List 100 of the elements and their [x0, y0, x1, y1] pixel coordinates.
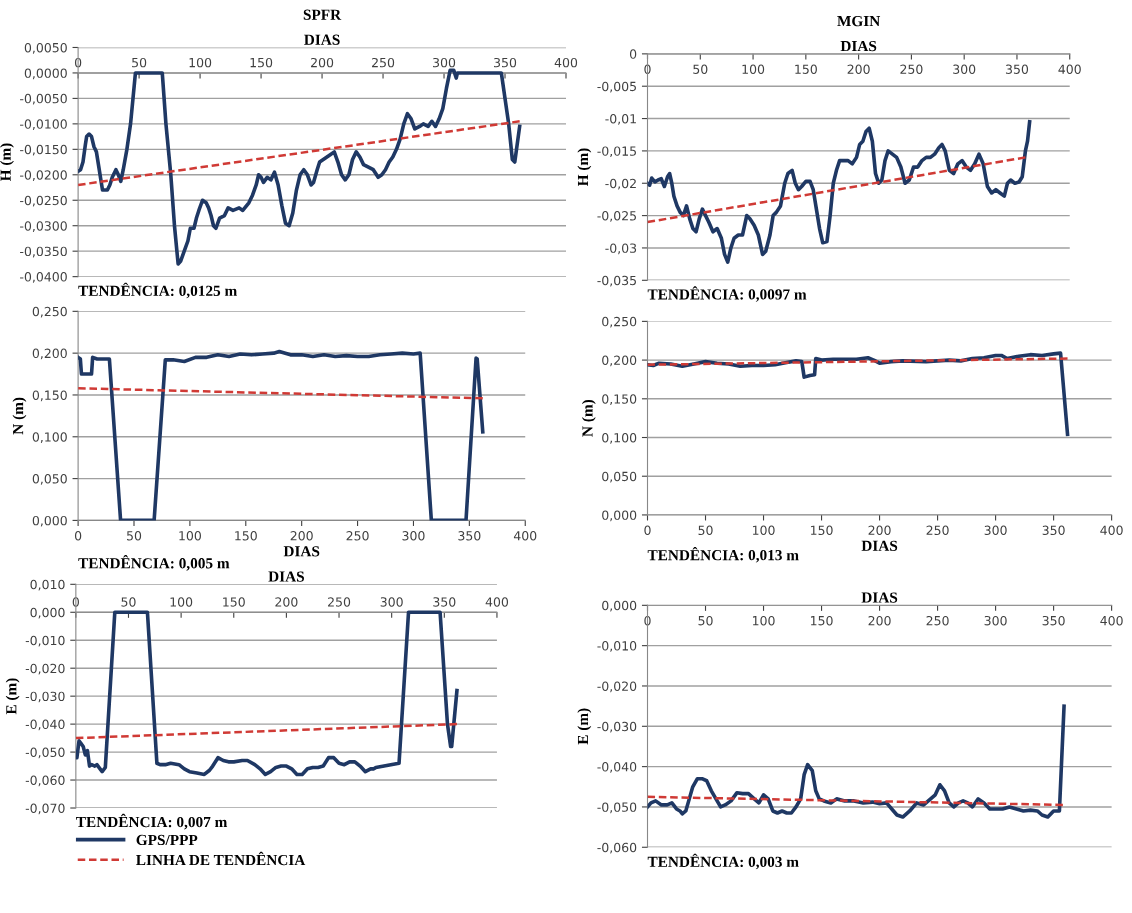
y-tick-label: 0,000	[602, 600, 637, 612]
x-tick-label: 250	[900, 64, 923, 74]
text: TENDÊNCIA: 0,0097 m	[647, 286, 807, 302]
x-tick-label: 300	[984, 525, 1007, 536]
x-tick-label: 300	[380, 597, 403, 607]
y-tick-label: -0,025	[597, 211, 636, 222]
x-tick-label: 250	[926, 615, 949, 626]
x-tick-label: 100	[752, 615, 775, 626]
legend-label: GPS/PPP	[136, 834, 198, 846]
line-series	[647, 119, 1032, 264]
x-tick-label: 300	[433, 57, 456, 68]
y-axis-title: N (m)	[581, 399, 596, 437]
y-tick-label: 0,150	[602, 394, 637, 405]
x-tick-label: 50	[127, 531, 142, 541]
x-axis-title: DIAS	[268, 571, 304, 582]
y-axis-title: N (m)	[12, 397, 27, 435]
y-tick-label: -0,050	[597, 802, 637, 814]
y-tick-label: -0,030	[25, 691, 65, 703]
y-tick-label: 0,200	[602, 355, 637, 367]
y-tick-label: -0,020	[25, 663, 65, 675]
y-tick-label: -0,050	[25, 747, 65, 759]
y-tick-label: -0,0250	[20, 195, 67, 207]
x-tick-label: 200	[290, 531, 313, 541]
text: TENDÊNCIA: 0,005 m	[78, 555, 230, 571]
y-tick-label: 0,100	[602, 432, 637, 444]
y-tick-label: 0,250	[32, 306, 67, 318]
x-tick-label: 50	[693, 64, 708, 74]
y-tick-label: -0,010	[25, 635, 65, 647]
y-tick-label: -0,005	[597, 81, 636, 93]
y-tick-label: -0,03	[605, 243, 637, 255]
x-tick-label: 50	[132, 57, 147, 68]
x-tick-label: 0	[72, 597, 79, 607]
y-tick-label: -0,020	[597, 681, 637, 693]
y-axis-title: H (m)	[577, 148, 592, 187]
x-tick-label: 300	[953, 64, 976, 74]
y-tick-label: 0,000	[30, 607, 65, 619]
text: TENDÊNCIA: 0,007 m	[76, 813, 228, 830]
y-tick-label: 0,250	[602, 316, 637, 328]
y-tick-label: -0,0400	[20, 272, 67, 283]
y-tick-label: 0,000	[32, 515, 67, 527]
x-axis-title: DIAS	[861, 540, 898, 551]
x-axis-title: DIAS	[304, 34, 340, 45]
y-tick-label: -0,0200	[20, 170, 67, 181]
x-tick-label: 0	[74, 531, 82, 541]
x-tick-label: 250	[926, 525, 949, 536]
x-tick-label: 350	[494, 57, 517, 68]
y-tick-label: -0,02	[605, 178, 636, 190]
y-axis-title: H (m)	[0, 143, 14, 182]
x-tick-label: 200	[868, 525, 891, 536]
x-tick-label: 100	[179, 531, 201, 541]
x-tick-label: 400	[485, 597, 509, 607]
y-tick-label: -0,010	[597, 641, 637, 652]
y-tick-label: -0,040	[597, 762, 637, 773]
x-tick-label: 0	[74, 57, 82, 68]
y-tick-label: -0,040	[25, 719, 65, 731]
y-tick-label: -0,0100	[20, 119, 67, 131]
x-tick-label: 250	[346, 531, 369, 541]
x-tick-label: 200	[847, 64, 870, 74]
y-tick-label: 0,010	[30, 579, 65, 591]
y-tick-label: 0,050	[32, 474, 67, 485]
x-tick-label: 150	[235, 531, 257, 541]
y-tick-label: -0,070	[25, 803, 65, 815]
x-axis-title: DIAS	[283, 546, 320, 557]
x-axis-title: DIAS	[840, 40, 877, 52]
line-series	[75, 610, 459, 777]
x-tick-label: 400	[1058, 64, 1081, 74]
y-tick-label: -0,035	[597, 275, 636, 287]
y-tick-label: -0,015	[597, 146, 636, 158]
x-tick-label: 150	[223, 597, 245, 607]
y-axis-title: E (m)	[577, 708, 592, 745]
text: TENDÊNCIA: 0,003 m	[647, 853, 799, 870]
legend-label: LINHA DE TENDÊNCIA	[136, 851, 306, 866]
y-tick-label: 0,200	[32, 348, 67, 360]
y-tick-label: 0,150	[32, 390, 67, 402]
y-tick-label: 0	[629, 49, 637, 59]
x-tick-label: 200	[311, 57, 334, 68]
x-tick-label: 150	[250, 57, 273, 68]
x-tick-label: 100	[752, 525, 775, 536]
y-tick-label: -0,0350	[20, 246, 67, 258]
x-tick-label: 50	[698, 615, 713, 626]
x-tick-label: 100	[170, 597, 193, 607]
x-tick-label: 150	[810, 525, 833, 536]
y-axis-title: E (m)	[5, 678, 20, 715]
x-axis-title: DIAS	[861, 592, 898, 603]
y-tick-label: 0,000	[602, 510, 637, 522]
line-series	[78, 68, 522, 266]
y-tick-label: -0,060	[25, 775, 65, 787]
x-tick-label: 250	[372, 57, 395, 68]
x-tick-label: 350	[433, 597, 456, 607]
x-tick-label: 150	[795, 64, 817, 74]
x-tick-label: 50	[698, 525, 713, 536]
x-tick-label: 150	[810, 615, 833, 626]
y-tick-label: -0,0150	[20, 144, 67, 156]
x-tick-label: 350	[1042, 615, 1065, 626]
chart-title: SPFR	[303, 9, 342, 20]
x-tick-label: 100	[742, 64, 765, 74]
x-tick-label: 0	[644, 525, 651, 536]
x-tick-label: 200	[868, 615, 891, 626]
x-tick-label: 50	[121, 597, 136, 607]
x-tick-label: 400	[513, 531, 537, 541]
